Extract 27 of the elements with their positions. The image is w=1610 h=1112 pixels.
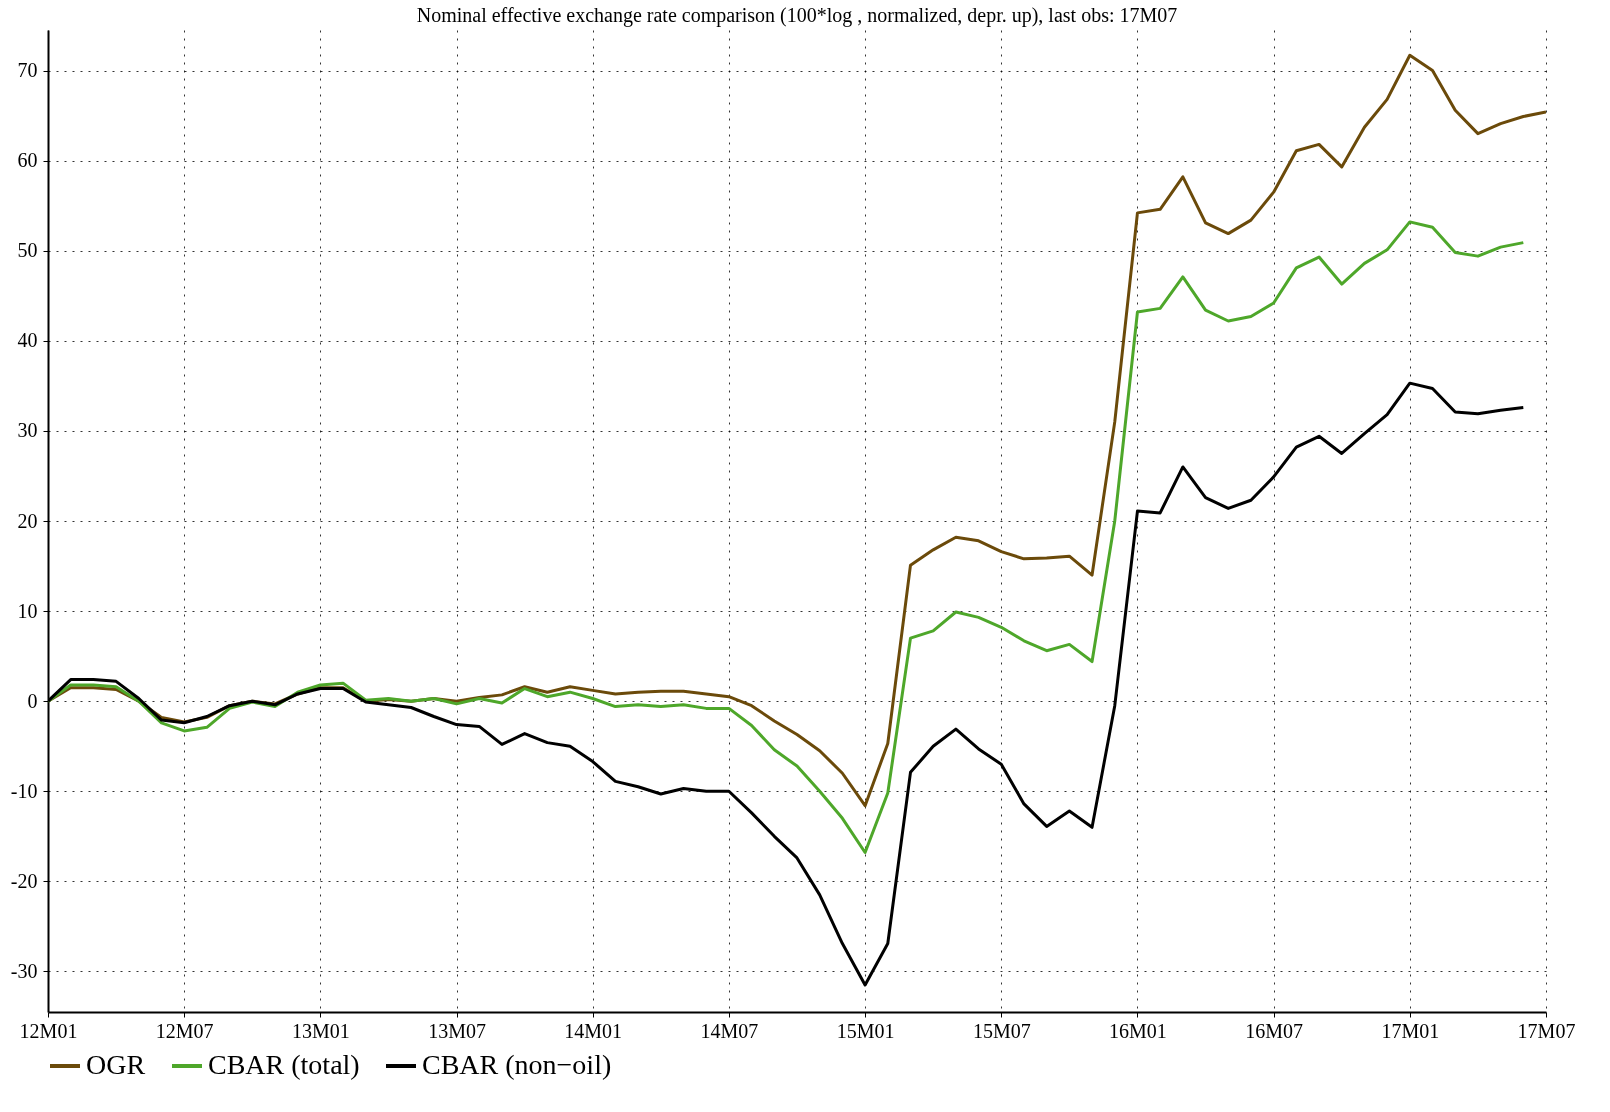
x-tick-label: 14M01 [564,1019,623,1042]
legend-label: OGR [86,1049,146,1080]
y-tick-label: 30 [17,419,38,442]
x-tick-label: 16M07 [1245,1019,1304,1042]
y-tick-label: 70 [17,59,38,82]
x-tick-label: 17M01 [1381,1019,1440,1042]
x-tick-label: 17M07 [1517,1019,1576,1042]
chart-title: Nominal effective exchange rate comparison (100*log , normalized, depr. up), last obs: 17M07 [416,4,1178,27]
y-tick-label: 10 [17,599,38,622]
y-tick-label: -20 [10,869,38,892]
y-tick-label: -10 [10,779,38,802]
y-tick-label: 0 [27,689,38,712]
y-tick-label: 50 [17,239,38,262]
x-tick-label: 13M01 [291,1019,350,1042]
y-tick-label: 60 [17,149,38,172]
legend-label: CBAR (non−oil) [422,1049,612,1080]
y-tick-label: -30 [10,959,38,982]
x-tick-label: 12M07 [155,1019,214,1042]
legend-label: CBAR (total) [208,1049,360,1080]
x-tick-label: 15M07 [972,1019,1031,1042]
y-tick-label: 40 [17,329,38,352]
x-tick-label: 12M01 [19,1019,78,1042]
x-tick-label: 14M07 [700,1019,759,1042]
x-tick-label: 15M01 [836,1019,895,1042]
x-tick-label: 13M07 [428,1019,486,1042]
y-tick-label: 20 [17,509,38,532]
x-tick-label: 16M01 [1109,1019,1167,1042]
